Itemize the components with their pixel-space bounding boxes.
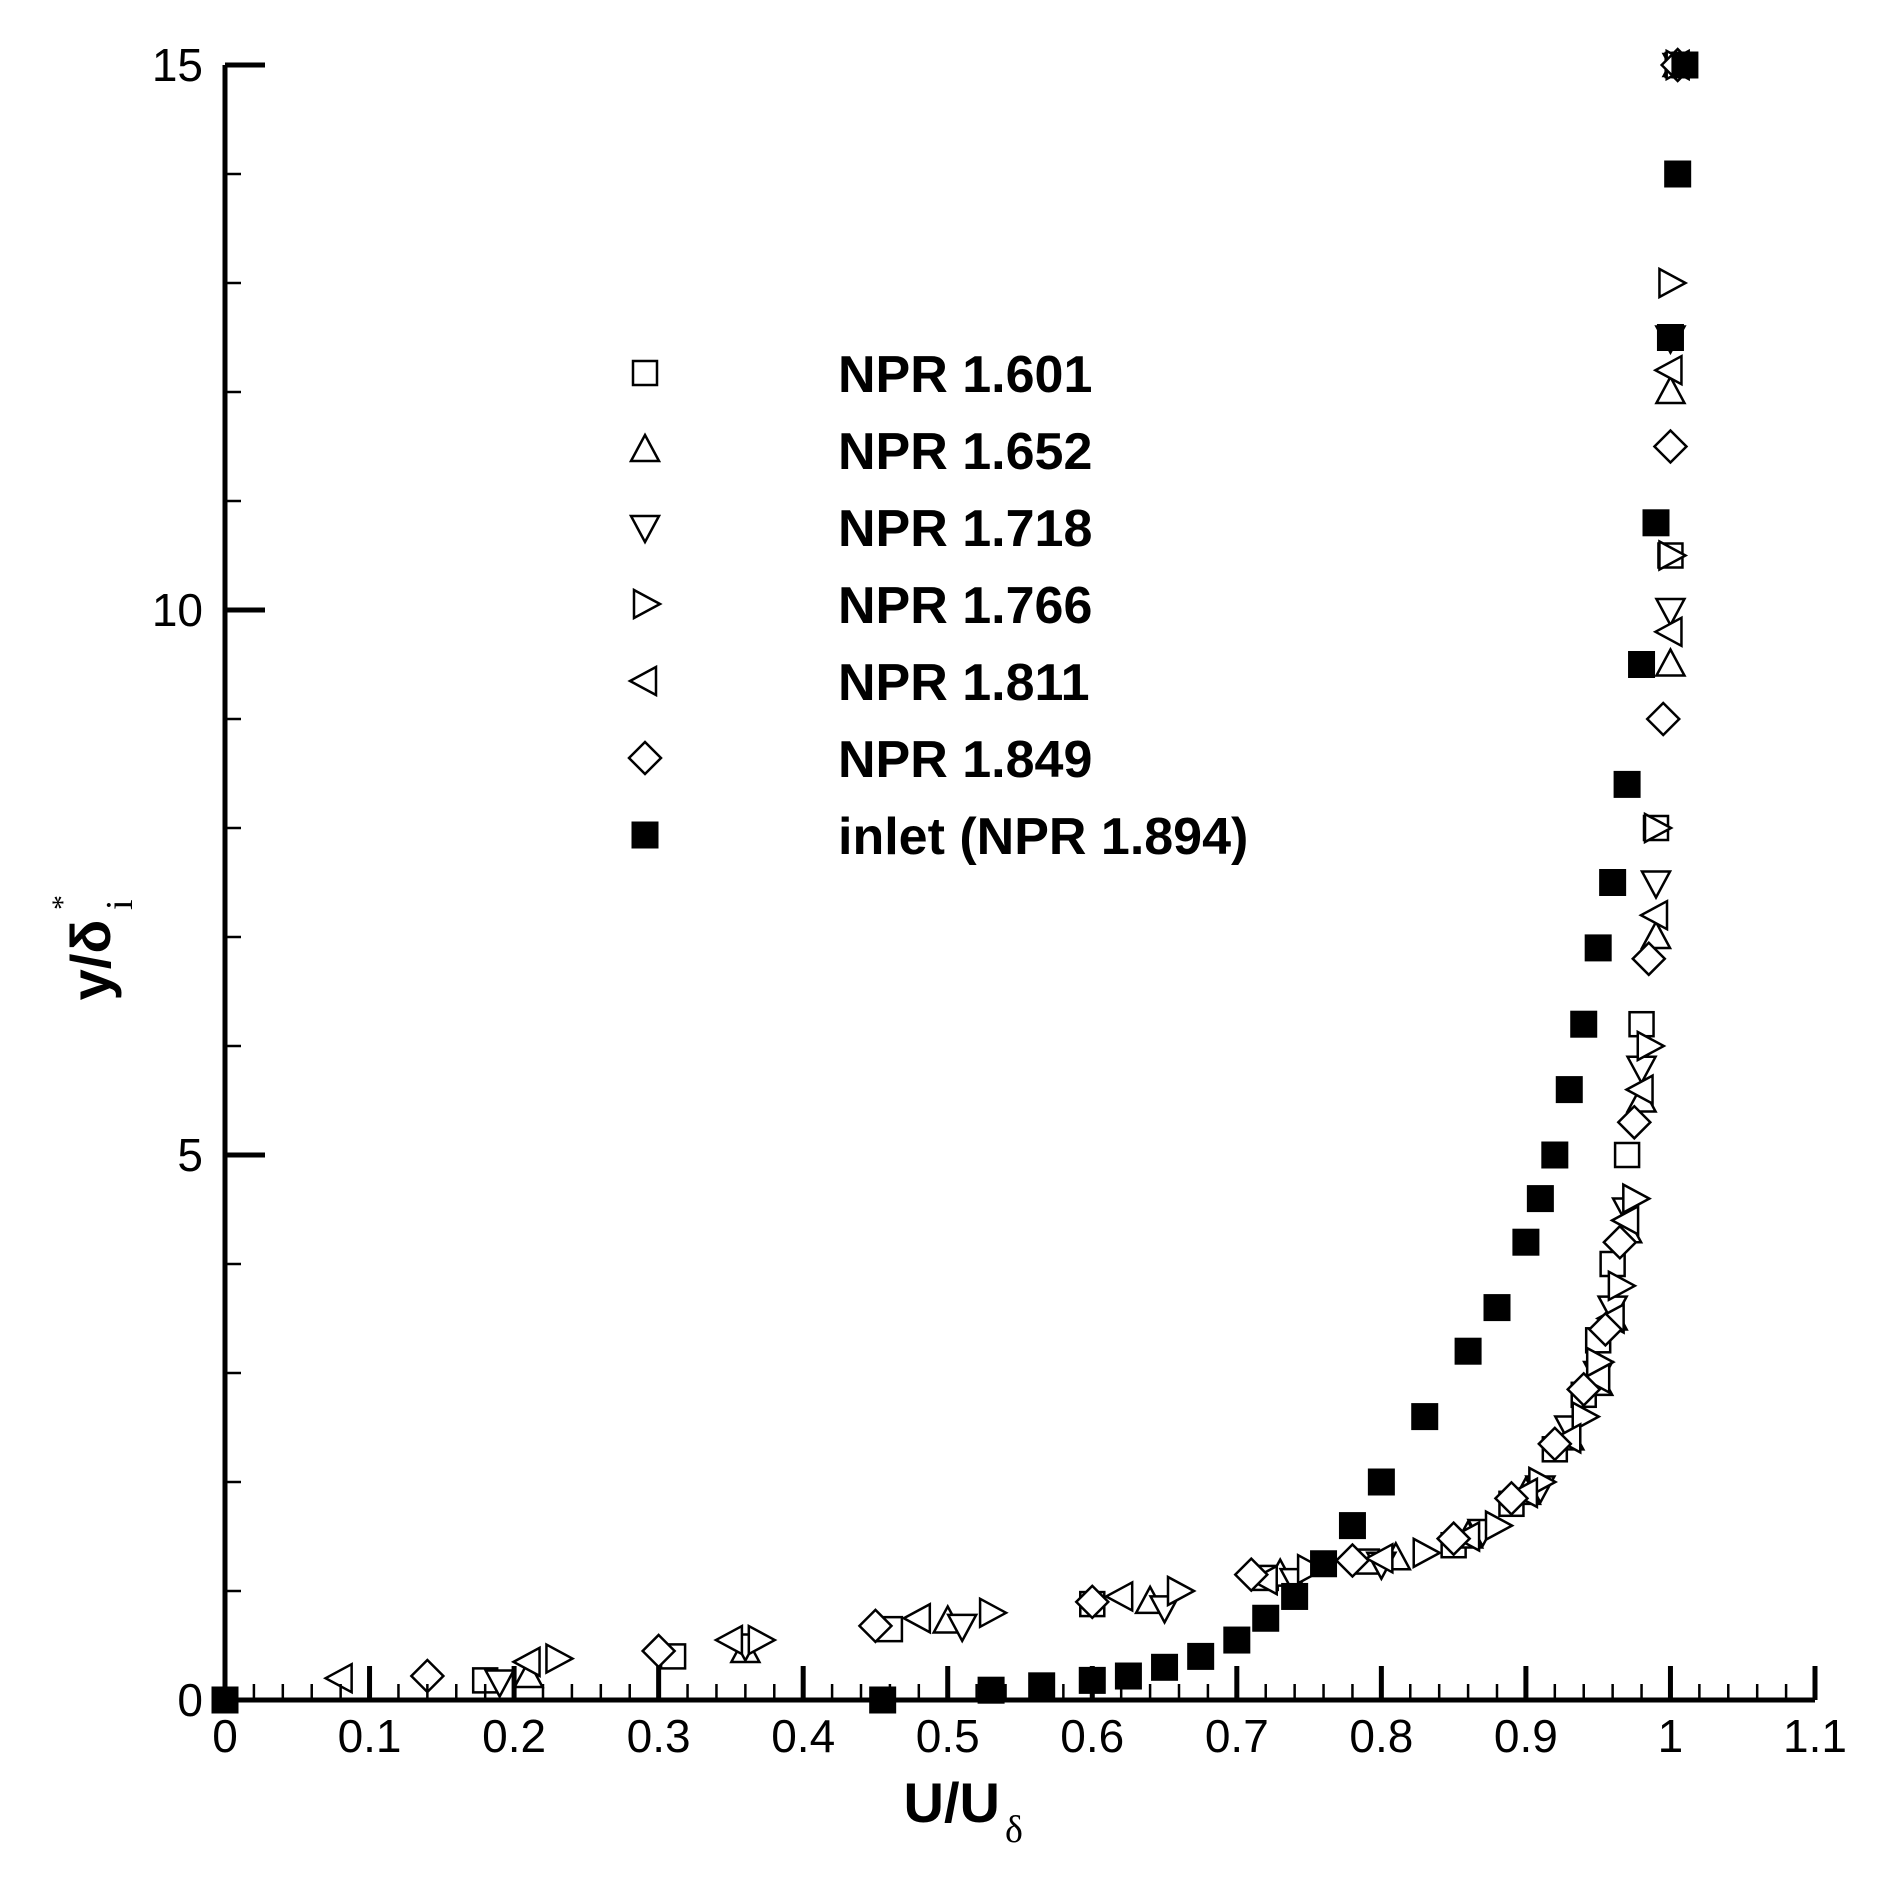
series-6 — [211, 51, 1699, 1714]
data-point — [1187, 1642, 1215, 1670]
data-point — [1281, 1582, 1309, 1610]
data-point — [1104, 1581, 1134, 1612]
data-point — [324, 1662, 353, 1694]
data-point — [1512, 1228, 1540, 1256]
data-point — [1028, 1672, 1056, 1700]
legend-marker — [627, 740, 663, 776]
y-tick-label: 10 — [152, 584, 203, 636]
data-point — [1653, 429, 1688, 464]
data-point — [1613, 1141, 1641, 1169]
x-tick-label: 0.8 — [1349, 1710, 1413, 1762]
data-point — [1483, 1294, 1511, 1322]
series-5 — [410, 47, 1695, 1694]
x-tick-label: 0.4 — [771, 1710, 835, 1762]
data-point — [1114, 1662, 1142, 1690]
data-point — [1412, 1537, 1441, 1569]
data-point — [1526, 1185, 1554, 1213]
data-point — [902, 1603, 932, 1634]
data-point — [978, 1597, 1008, 1629]
data-point — [1584, 934, 1612, 962]
y-axis-title-main: y/δ — [59, 920, 122, 1001]
y-tick-label: 5 — [177, 1129, 203, 1181]
data-point — [1338, 1512, 1366, 1540]
x-tick-label: 0.7 — [1205, 1710, 1269, 1762]
data-point — [1613, 770, 1641, 798]
data-point — [1252, 1604, 1280, 1632]
legend-label: NPR 1.718 — [838, 500, 1092, 558]
data-point — [1310, 1550, 1338, 1578]
legend-marker — [632, 588, 662, 620]
data-point — [1655, 648, 1686, 677]
legend: NPR 1.601 NPR 1.652 NPR 1.718 NPR 1.766 NPR … — [627, 346, 1248, 866]
x-tick-label: 0.3 — [627, 1710, 691, 1762]
data-point — [545, 1643, 574, 1674]
legend-label: NPR 1.811 — [838, 654, 1090, 712]
data-point — [1658, 267, 1687, 299]
legend-label: inlet (NPR 1.894) — [838, 808, 1248, 866]
data-point — [1656, 324, 1684, 351]
y-tick-label: 15 — [152, 39, 203, 91]
x-tick-label: 0.5 — [916, 1710, 980, 1762]
axes-layer: 0 0.1 0.2 0.3 0.4 0.5 0.6 0.7 0.8 0.9 1 1.1 0 5 10 15 — [152, 39, 1847, 1762]
data-point — [1367, 1468, 1395, 1496]
data-point — [1555, 1076, 1583, 1104]
data-point — [1664, 160, 1692, 188]
x-tick-label: 0 — [212, 1710, 238, 1762]
y-axis-title-sup: * — [46, 895, 79, 910]
data-point — [1223, 1626, 1251, 1654]
legend-marker — [631, 821, 659, 849]
data-point — [1411, 1403, 1439, 1431]
legend-marker — [631, 359, 659, 387]
x-tick-label: 0.1 — [338, 1710, 402, 1762]
x-axis-title: U/U — [904, 1771, 1000, 1834]
data-point — [1570, 1010, 1598, 1038]
data-point — [714, 1624, 744, 1656]
y-axis-title: y/δ i * — [46, 895, 141, 1000]
data-point — [1645, 701, 1681, 737]
legend-marker — [629, 433, 661, 463]
data-point — [1642, 509, 1670, 537]
data-point — [1640, 870, 1672, 899]
x-tick-label: 0.2 — [482, 1710, 546, 1762]
data-point — [747, 1624, 777, 1656]
legend-marker — [628, 665, 658, 697]
data-point — [1671, 51, 1699, 79]
x-tick-label: 1 — [1658, 1710, 1684, 1762]
series-1 — [513, 48, 1693, 1689]
data-point — [1454, 1337, 1482, 1365]
legend-label: NPR 1.652 — [838, 423, 1092, 481]
y-tick-label: 0 — [177, 1674, 203, 1726]
legend-label: NPR 1.849 — [838, 731, 1092, 789]
x-axis-title-main: U/U — [904, 1771, 1000, 1834]
data-point — [1541, 1141, 1569, 1169]
x-tick-label: 0.9 — [1494, 1710, 1558, 1762]
series-2 — [484, 52, 1693, 1698]
x-axis-title-sub: δ — [1005, 1809, 1023, 1851]
series-0 — [471, 51, 1691, 1694]
data-point — [1628, 1010, 1655, 1038]
x-tick-label: 1.1 — [1783, 1710, 1847, 1762]
series-4 — [324, 49, 1690, 1694]
legend-label: NPR 1.601 — [838, 346, 1092, 404]
legend-marker — [629, 514, 661, 544]
y-axis-title-sub: i — [99, 899, 141, 910]
legend-label: NPR 1.766 — [838, 577, 1092, 635]
data-point — [1628, 651, 1656, 678]
data-point — [1151, 1653, 1179, 1681]
data-point — [1599, 869, 1627, 896]
x-tick-label: 0.6 — [1060, 1710, 1124, 1762]
series-layer — [211, 47, 1699, 1714]
data-point — [1166, 1575, 1196, 1607]
